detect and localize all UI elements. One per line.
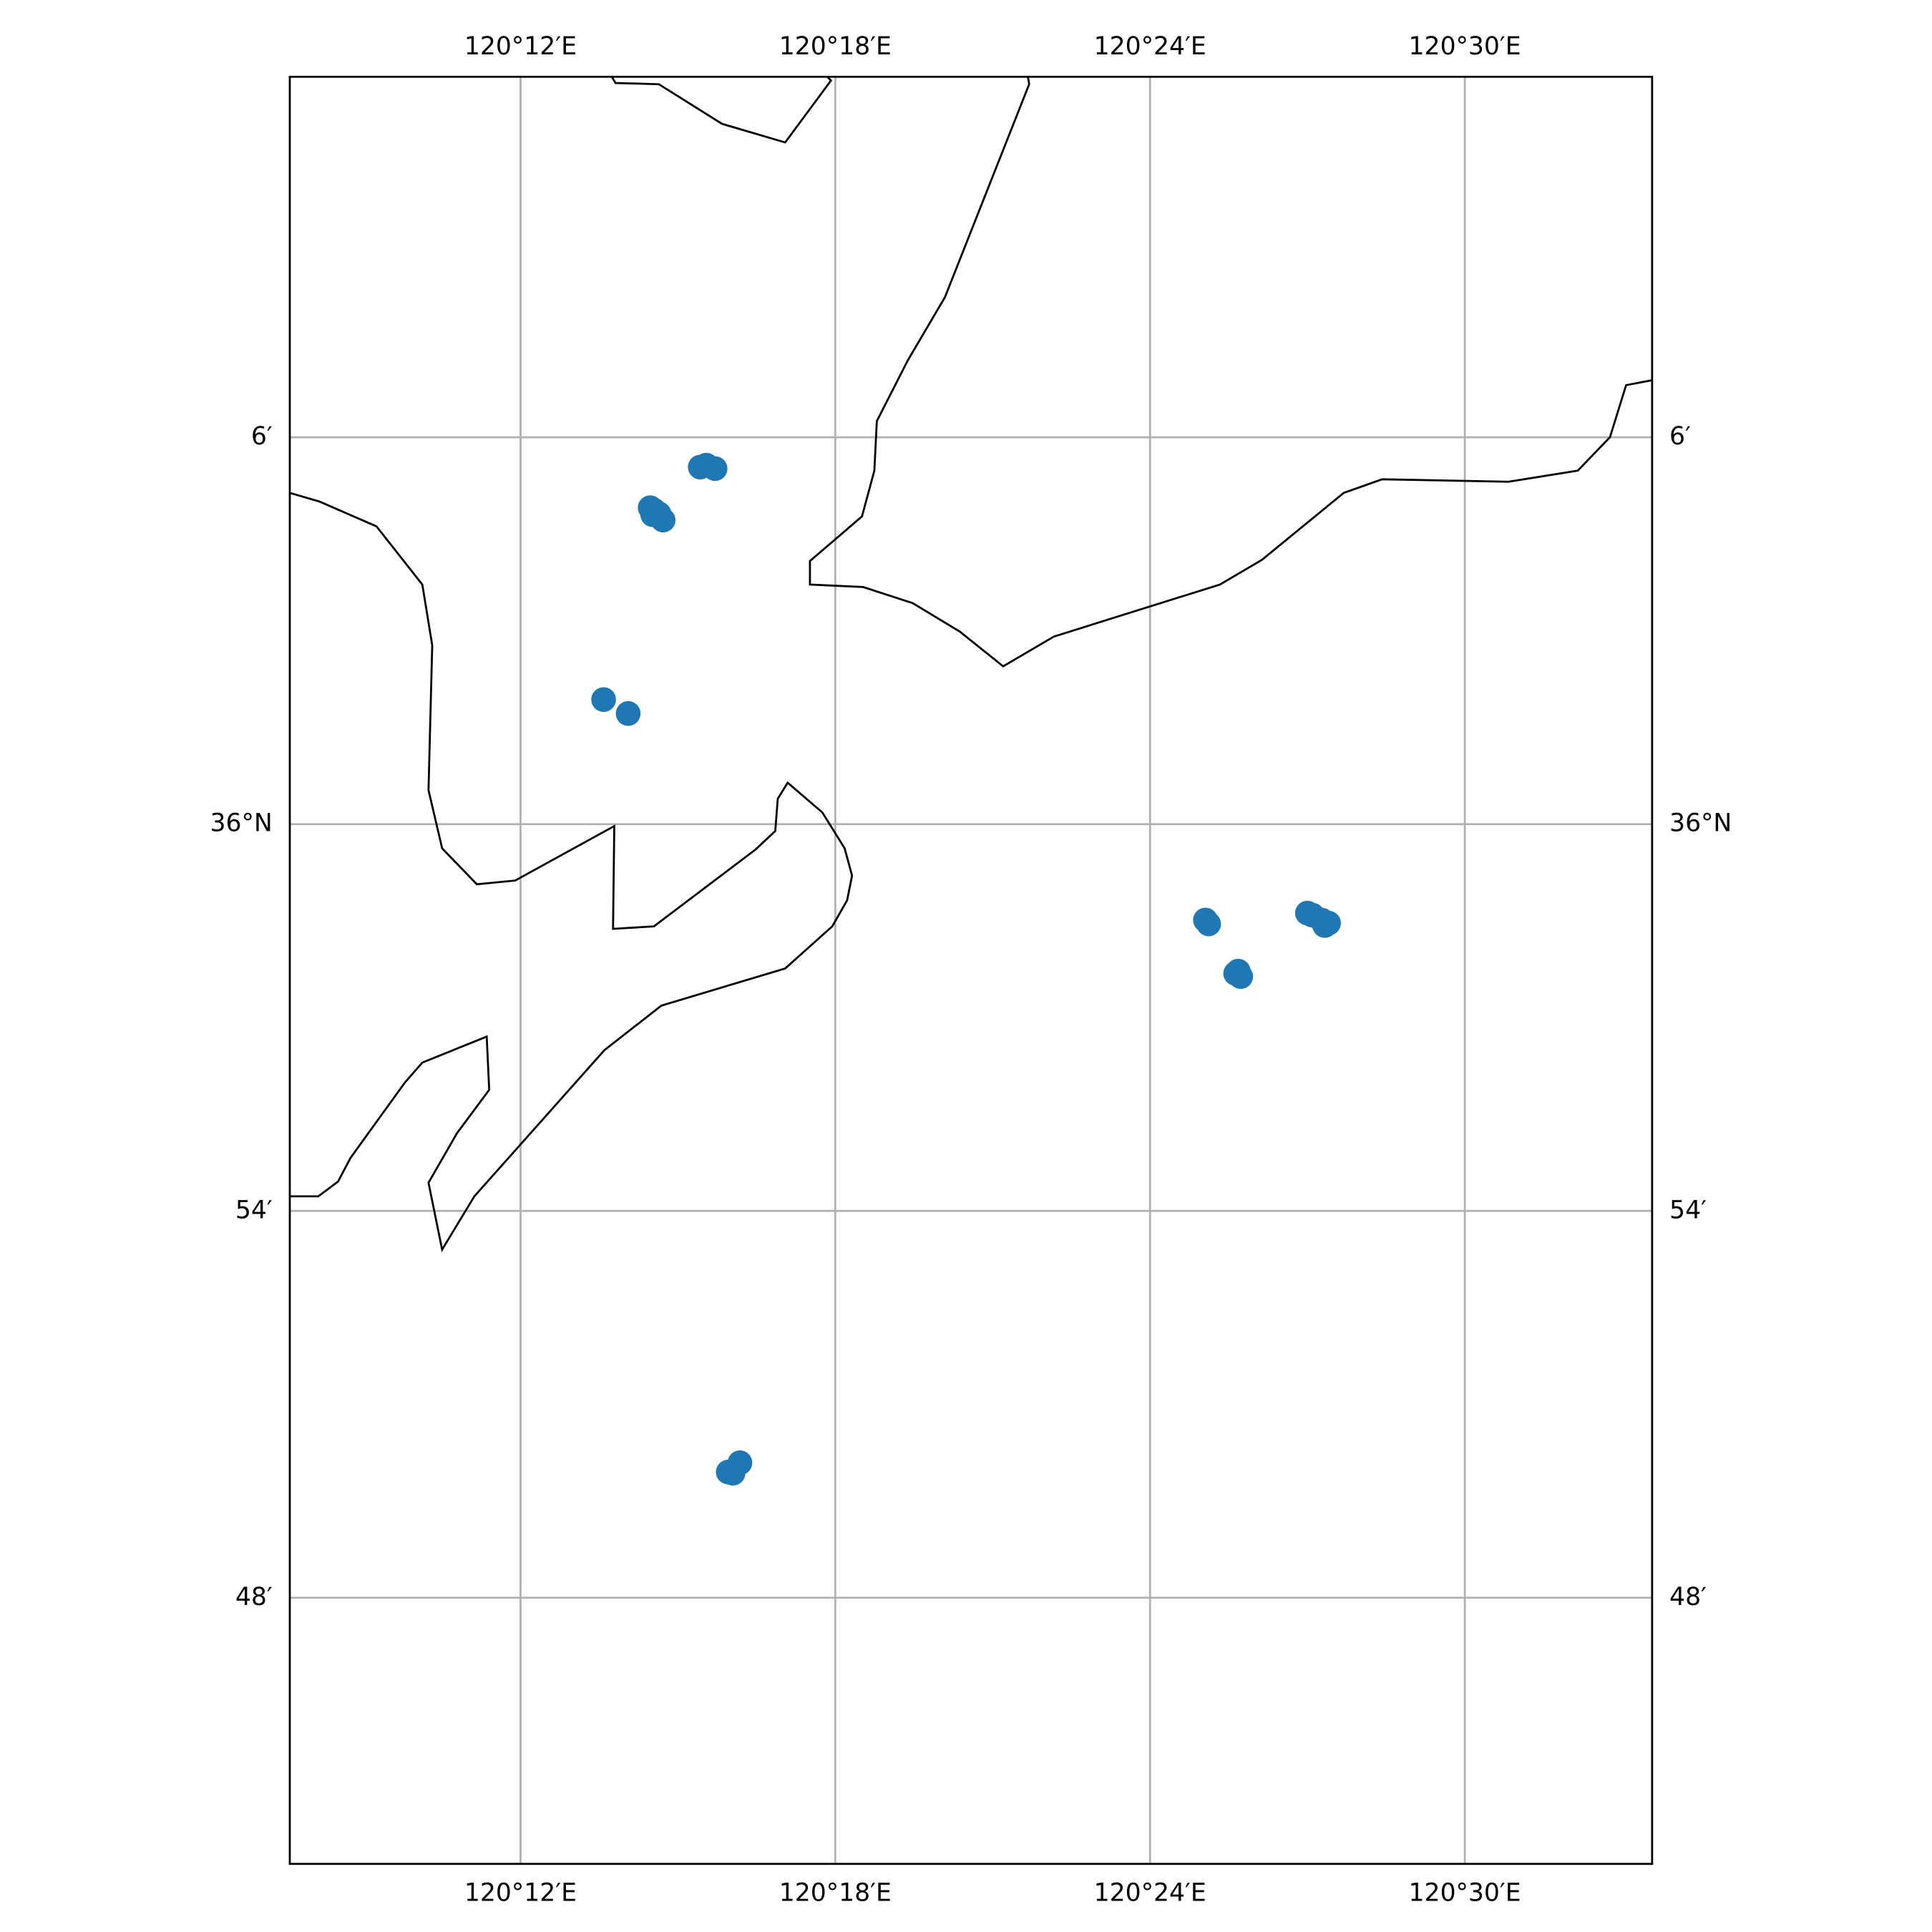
y-tick-label: 48′ bbox=[235, 1583, 273, 1611]
y-tick-label: 54′ bbox=[1669, 1196, 1707, 1224]
x-tick-label: 120°12′E bbox=[464, 32, 577, 61]
map-frame bbox=[288, 75, 1654, 1865]
x-tick-label: 120°18′E bbox=[779, 32, 892, 61]
y-tick-label: 6′ bbox=[251, 422, 273, 451]
x-tick-label: 120°24′E bbox=[1094, 32, 1206, 61]
point bbox=[727, 1450, 753, 1475]
coastlines bbox=[290, 77, 1652, 1253]
coastline bbox=[809, 77, 1652, 668]
x-tick-label: 120°24′E bbox=[1094, 1878, 1206, 1907]
coastline bbox=[290, 492, 854, 1253]
y-tick-label: 36°N bbox=[1669, 809, 1732, 838]
point bbox=[702, 456, 728, 482]
y-tick-label: 48′ bbox=[1669, 1583, 1707, 1611]
x-tick-label: 120°30′E bbox=[1409, 32, 1521, 61]
x-tick-label: 120°30′E bbox=[1409, 1878, 1521, 1907]
grid bbox=[290, 77, 1652, 1864]
points bbox=[591, 452, 1341, 1486]
point bbox=[640, 502, 665, 527]
point bbox=[1312, 913, 1337, 938]
point bbox=[1196, 911, 1221, 937]
y-tick-label: 36°N bbox=[210, 809, 273, 838]
point bbox=[1226, 958, 1251, 984]
x-tick-label: 120°12′E bbox=[464, 1878, 577, 1907]
y-tick-label: 6′ bbox=[1669, 422, 1691, 451]
y-tick-label: 54′ bbox=[235, 1196, 273, 1224]
x-tick-label: 120°18′E bbox=[779, 1878, 892, 1907]
point bbox=[615, 701, 641, 726]
point bbox=[591, 687, 616, 712]
coastline bbox=[610, 77, 833, 144]
